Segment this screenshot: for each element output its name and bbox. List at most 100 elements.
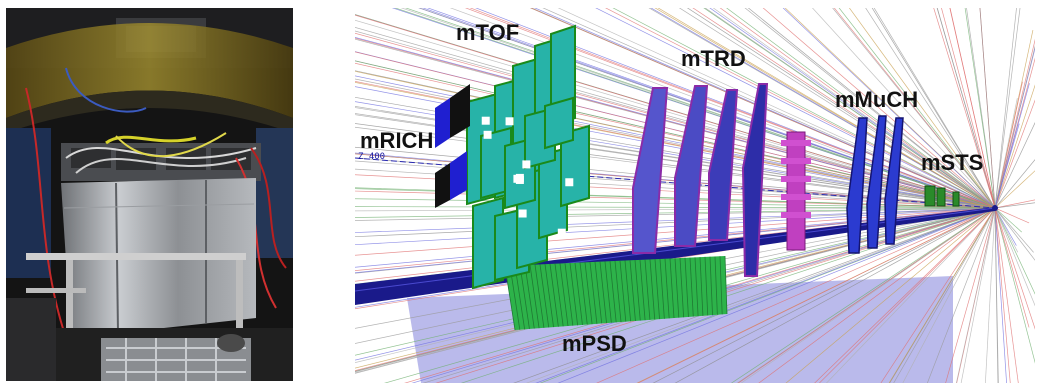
- track-line: [994, 83, 1030, 209]
- track-line: [994, 207, 1019, 383]
- track-line: [994, 97, 1018, 209]
- tof-gap: [518, 209, 527, 218]
- psd-module-line: [514, 265, 526, 330]
- psd-module-line: [699, 257, 704, 316]
- track-line: [678, 8, 996, 209]
- psd-module-line: [714, 256, 718, 315]
- psd-module-line: [544, 264, 554, 328]
- track-line: [596, 207, 996, 383]
- track-line: [355, 26, 996, 209]
- psd-module-line: [684, 257, 689, 317]
- tof-detector: [466, 24, 590, 290]
- track-line: [949, 8, 996, 209]
- psd-module-line: [679, 258, 685, 318]
- track-line: [994, 207, 999, 383]
- label-mrich: mRICH: [360, 128, 434, 153]
- psd-module-line: [644, 259, 651, 320]
- interaction-point: [992, 205, 998, 211]
- psd-module-line: [549, 263, 559, 327]
- track-line: [994, 170, 1035, 209]
- psd-module-line: [564, 263, 574, 326]
- psd-module-line: [579, 262, 588, 325]
- track-line: [595, 8, 996, 209]
- track-line: [355, 30, 996, 209]
- track-line: [994, 207, 1022, 233]
- track-line: [650, 8, 996, 209]
- tof-panel: [544, 96, 574, 150]
- track-line: [812, 8, 996, 209]
- track-line: [703, 8, 996, 209]
- track-line: [530, 8, 996, 209]
- track-line: [730, 207, 996, 383]
- track-line: [782, 8, 996, 209]
- track-line: [902, 207, 996, 383]
- track-line: [994, 122, 1035, 209]
- track-line: [686, 8, 996, 209]
- track-line: [994, 207, 1035, 364]
- track-line: [637, 207, 996, 383]
- track-line: [994, 207, 1011, 383]
- tof-gap: [557, 228, 566, 237]
- track-line: [926, 207, 996, 383]
- track-line: [979, 8, 996, 209]
- psd-module-line: [664, 258, 670, 319]
- track-line: [888, 207, 996, 383]
- label-msts: mSTS: [921, 150, 984, 175]
- psd-module-line: [659, 258, 665, 319]
- track-line: [994, 207, 1035, 261]
- track-line: [994, 202, 1035, 209]
- track-line: [985, 207, 996, 383]
- track-line: [994, 207, 1030, 328]
- psd-module-line: [534, 264, 545, 328]
- psd-module-line: [624, 260, 632, 322]
- psd-module-line: [614, 260, 622, 323]
- track-line: [740, 207, 996, 383]
- track-line: [964, 8, 996, 209]
- track-line: [941, 8, 996, 209]
- track-line: [657, 8, 996, 209]
- psd-module-line: [574, 262, 583, 325]
- label-mpsd: mPSD: [562, 331, 627, 356]
- tof-gap: [481, 116, 490, 125]
- psd-module-line: [554, 263, 564, 327]
- axis-text: Z 400: [358, 152, 386, 162]
- psd-module-line: [599, 261, 607, 324]
- track-line: [712, 8, 996, 209]
- psd-module-line: [674, 258, 680, 318]
- tof-gap: [505, 117, 514, 126]
- track-line: [960, 207, 996, 383]
- psd-module-line: [634, 260, 641, 321]
- track-line: [557, 207, 996, 383]
- simulated-particle-tracks-through-detector-setup: [355, 8, 1035, 383]
- track-line: [994, 207, 1035, 295]
- track-line: [513, 207, 996, 383]
- track-line: [674, 207, 996, 383]
- rich-detector: [435, 84, 470, 208]
- psd-module-line: [569, 262, 579, 326]
- track-line: [933, 8, 996, 209]
- tof-gap: [483, 130, 492, 139]
- track-line: [832, 8, 996, 209]
- track-line: [994, 207, 1007, 383]
- psd-module-line: [719, 256, 723, 315]
- track-line: [612, 8, 996, 209]
- psd-module-line: [619, 260, 627, 322]
- tof-gap: [565, 178, 574, 187]
- track-line: [994, 199, 1035, 209]
- track-line: [355, 14, 996, 209]
- track-line: [726, 8, 996, 209]
- track-line: [814, 207, 996, 383]
- track-line: [994, 8, 1017, 209]
- track-line: [355, 19, 996, 209]
- track-line: [994, 159, 1035, 209]
- psd-module-line: [694, 257, 699, 317]
- psd-module-line: [594, 261, 603, 324]
- track-line: [994, 84, 1035, 209]
- track-line: [747, 8, 996, 209]
- psd-module-line: [589, 262, 598, 324]
- track-line: [994, 207, 1035, 330]
- track-line: [355, 36, 996, 209]
- track-line: [535, 207, 996, 383]
- track-line: [692, 8, 996, 209]
- psd-module-line: [654, 259, 660, 320]
